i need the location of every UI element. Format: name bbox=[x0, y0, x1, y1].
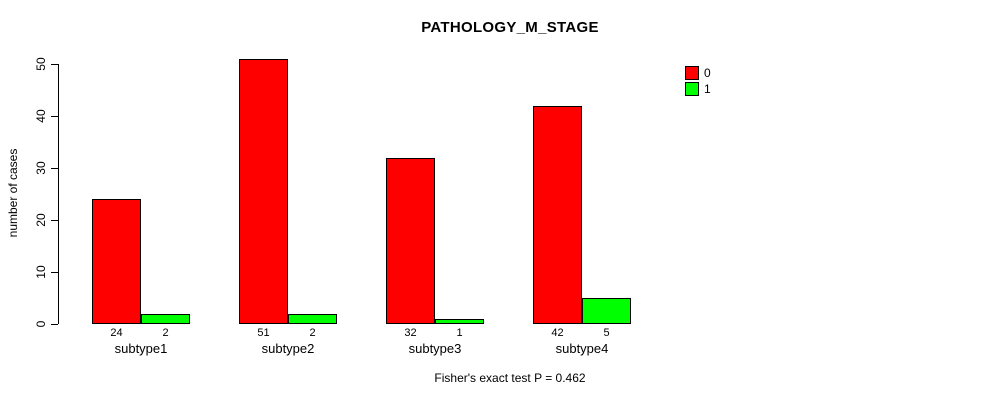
y-tick-label-30: 30 bbox=[34, 161, 48, 175]
y-tick-label-40: 40 bbox=[34, 109, 48, 123]
bar-value-subtype4-series1: 5 bbox=[603, 327, 610, 339]
x-category-label-subtype2: subtype2 bbox=[261, 341, 315, 356]
y-tick-mark bbox=[51, 116, 58, 117]
bar-subtype4-series1 bbox=[582, 298, 631, 324]
bar-subtype1-series1 bbox=[141, 314, 190, 324]
bar-value-subtype1-series0: 24 bbox=[110, 327, 123, 339]
y-tick-mark bbox=[51, 64, 58, 65]
y-axis-line bbox=[58, 64, 59, 324]
bar-value-subtype3-series1: 1 bbox=[456, 327, 463, 339]
bar-value-subtype3-series0: 32 bbox=[404, 327, 417, 339]
chart-title: PATHOLOGY_M_STAGE bbox=[421, 19, 599, 36]
bar-subtype4-series0 bbox=[533, 106, 582, 324]
y-tick-mark bbox=[51, 220, 58, 221]
y-tick-label-20: 20 bbox=[34, 213, 48, 227]
legend-label-0: 0 bbox=[704, 66, 711, 80]
y-tick-label-10: 10 bbox=[34, 265, 48, 279]
legend-swatch-0 bbox=[685, 66, 699, 80]
bar-value-subtype2-series1: 2 bbox=[309, 327, 316, 339]
bar-value-subtype4-series0: 42 bbox=[551, 327, 564, 339]
y-tick-mark bbox=[51, 168, 58, 169]
y-tick-mark bbox=[51, 324, 58, 325]
bar-subtype1-series0 bbox=[92, 199, 141, 324]
bar-subtype2-series0 bbox=[239, 59, 288, 324]
x-category-label-subtype3: subtype3 bbox=[408, 341, 462, 356]
x-category-label-subtype4: subtype4 bbox=[555, 341, 609, 356]
y-tick-mark bbox=[51, 272, 58, 273]
bar-subtype3-series1 bbox=[435, 319, 484, 324]
bar-value-subtype1-series1: 2 bbox=[162, 327, 169, 339]
bar-value-subtype2-series0: 51 bbox=[257, 327, 270, 339]
y-tick-label-50: 50 bbox=[34, 57, 48, 71]
bar-subtype2-series1 bbox=[288, 314, 337, 324]
y-tick-label-0: 0 bbox=[34, 320, 48, 328]
bar-subtype3-series0 bbox=[386, 158, 435, 324]
x-category-label-subtype1: subtype1 bbox=[114, 341, 168, 356]
legend-label-1: 1 bbox=[704, 82, 711, 96]
footer-annotation: Fisher's exact test P = 0.462 bbox=[434, 371, 586, 385]
legend-swatch-1 bbox=[685, 82, 699, 96]
